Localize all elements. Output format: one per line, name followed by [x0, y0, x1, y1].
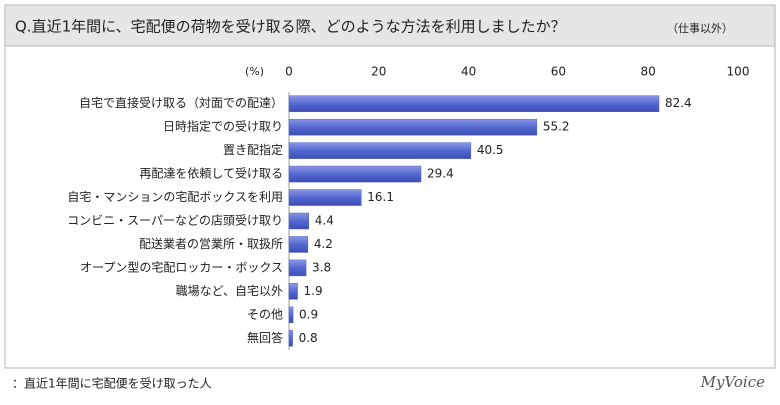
y-tick-label: 配送業者の営業所・取扱所: [139, 236, 283, 251]
x-axis-label: (%): [245, 65, 264, 78]
brand-logo: MyVoice: [700, 373, 766, 391]
frame: [4, 4, 776, 369]
bar: [288, 330, 293, 347]
y-tick-label: コンビニ・スーパーなどの店頭受け取り: [67, 214, 283, 228]
value-label: 3.8: [312, 260, 331, 274]
x-tick-label: 100: [727, 65, 750, 79]
value-label: 16.1: [367, 190, 394, 204]
value-label: 0.9: [299, 307, 318, 321]
bar: [288, 259, 307, 277]
title-note: （仕事以外）: [667, 22, 733, 35]
y-tick-label: 無回答: [247, 330, 283, 345]
bar: [288, 236, 309, 253]
y-tick-label: 再配達を依頼して受け取る: [139, 166, 283, 181]
bar: [288, 283, 298, 300]
x-tick-label: 20: [371, 65, 386, 79]
y-tick-label: 自宅で直接受け取る（対面での配達）: [79, 95, 283, 110]
value-label: 29.4: [427, 167, 454, 181]
value-label: 82.4: [665, 96, 692, 110]
value-label: 4.4: [315, 214, 334, 228]
y-tick-label: 日時指定での受け取り: [163, 119, 283, 134]
x-tick-label: 0: [285, 65, 293, 79]
footnote: ：直近1年間に宅配便を受け取った人: [12, 376, 212, 391]
bar: [288, 165, 422, 183]
chart-title: Q.直近1年間に、宅配便の荷物を受け取る際、どのような方法を利用しましたか？: [15, 18, 566, 36]
bar: [288, 306, 294, 324]
x-tick-label: 40: [461, 65, 476, 79]
value-label: 1.9: [304, 284, 323, 298]
bar: [288, 212, 310, 230]
header-band: [5, 5, 775, 46]
bar: [288, 118, 538, 136]
y-tick-label: 置き配指定: [223, 142, 283, 157]
bar: [288, 95, 660, 112]
value-label: 40.5: [477, 143, 504, 157]
bar: [288, 142, 472, 159]
value-label: 55.2: [543, 120, 570, 134]
x-tick-label: 60: [551, 65, 566, 79]
y-tick-label: オープン型の宅配ロッカー・ボックス: [80, 259, 283, 274]
x-tick-label: 80: [641, 65, 656, 79]
value-label: 0.8: [299, 331, 318, 345]
value-label: 4.2: [314, 237, 333, 251]
y-tick-label: 職場など、自宅以外: [176, 283, 283, 298]
bar: [288, 189, 362, 206]
y-tick-label: 自宅・マンションの宅配ボックスを利用: [67, 189, 283, 204]
y-tick-label: その他: [247, 307, 283, 321]
